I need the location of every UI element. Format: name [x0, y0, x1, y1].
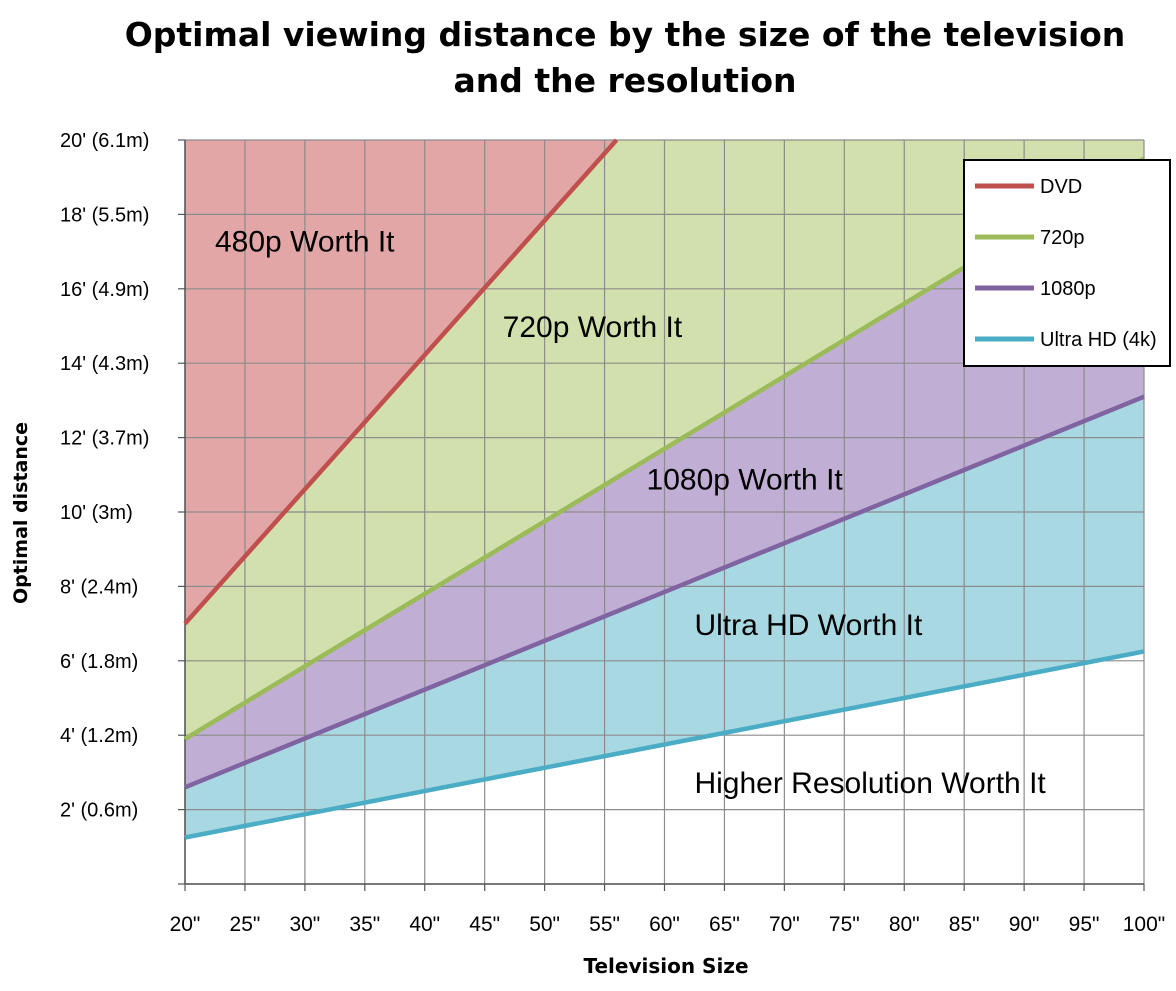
series-line-ultra-hd-4k [184, 649, 1145, 840]
y-tick-label: 10' (3m) [60, 502, 133, 524]
x-tick-label: 60" [649, 913, 680, 936]
y-tick-label: 6' (1.8m) [60, 651, 138, 673]
legend-label: DVD [1040, 176, 1082, 198]
series-line-dvd [183, 138, 619, 626]
x-tick-label: 65" [709, 913, 740, 936]
y-tick-label: 16' (4.9m) [60, 279, 149, 301]
region-label: 480p Worth It [215, 226, 395, 259]
chart-title-line2: and the resolution [453, 61, 797, 100]
x-tick-label: 30" [289, 913, 320, 936]
x-tick-label: 95" [1069, 913, 1100, 936]
x-tick-label: 20" [170, 913, 201, 936]
tick-labels: 20" 25" 30" 35" 40" 45" 50" 55" 60" 65" 70" 75" 80" 8… [60, 130, 1165, 936]
axes [178, 139, 1145, 891]
y-tick-label: 14' (4.3m) [60, 353, 149, 375]
region-label: Ultra HD Worth It [694, 609, 922, 642]
y-tick-label: 2' (0.6m) [60, 800, 138, 822]
x-tick-label: 50" [529, 913, 560, 936]
region-label: Higher Resolution Worth It [694, 767, 1046, 800]
x-tick-label: 45" [469, 913, 500, 936]
x-tick-label: 80" [889, 913, 920, 936]
legend-box [963, 159, 1171, 367]
x-tick-label: 70" [769, 913, 800, 936]
x-axis-label: Television Size [583, 954, 748, 978]
y-tick-label: 12' (3.7m) [60, 428, 149, 450]
legend-label: 720p [1040, 227, 1085, 249]
region-labels: 480p Worth It 720p Worth It 1080p Worth It… [215, 226, 1046, 800]
x-tick-label: 75" [829, 913, 860, 936]
region-label: 1080p Worth It [647, 464, 844, 497]
legend-label: 1080p [1040, 278, 1096, 300]
chart-title: Optimal viewing distance by the size of … [0, 12, 1176, 104]
legend-label: Ultra HD (4k) [1040, 329, 1157, 351]
x-tick-label: 100" [1123, 913, 1166, 936]
legend: DVD 720p 1080p Ultra HD (4k) [963, 159, 1171, 367]
y-tick-label: 4' (1.2m) [60, 725, 138, 747]
x-tick-label: 40" [409, 913, 440, 936]
series-line-1080p [184, 394, 1145, 790]
x-tick-label: 35" [349, 913, 380, 936]
x-tick-label: 85" [949, 913, 980, 936]
x-tick-label: 55" [589, 913, 620, 936]
y-tick-label: 20' (6.1m) [60, 130, 149, 152]
chart-title-line1: Optimal viewing distance by the size of … [124, 15, 1126, 54]
y-axis-label: Optimal distance [10, 422, 32, 604]
y-tick-label: 8' (2.4m) [60, 576, 138, 598]
x-tick-label: 25" [230, 913, 261, 936]
region-label: 720p Worth It [503, 311, 683, 344]
y-tick-label: 18' (5.5m) [60, 204, 149, 226]
x-tick-label: 90" [1009, 913, 1040, 936]
